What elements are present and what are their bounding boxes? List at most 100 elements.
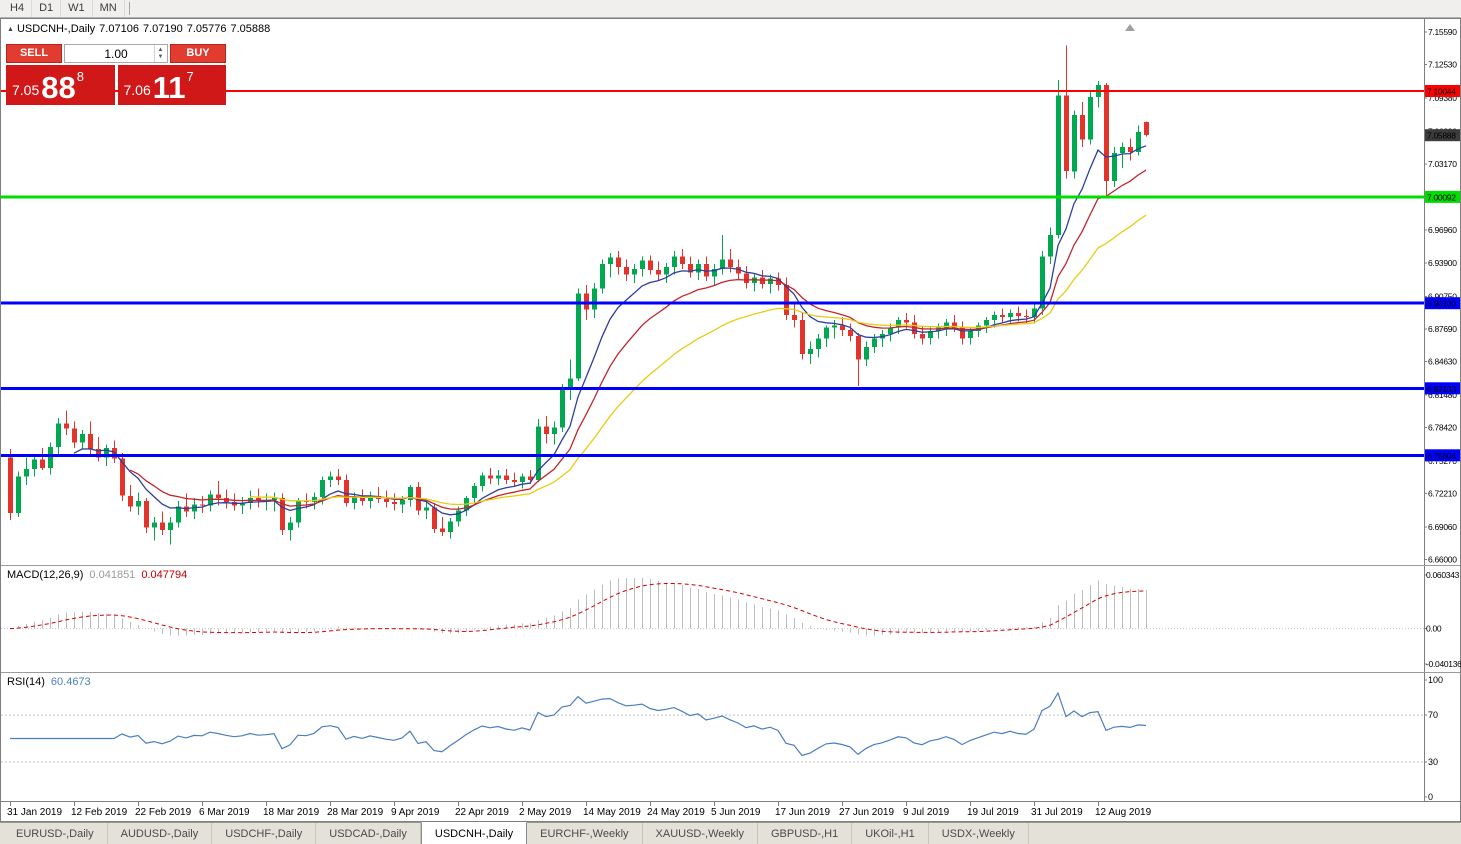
tab-ukoil-h1[interactable]: UKOil-,H1 — [852, 823, 929, 844]
macd-indicator-label: MACD(12,26,9) 0.041851 0.047794 — [7, 569, 187, 581]
tab-gbpusd-h1[interactable]: GBPUSD-,H1 — [758, 823, 853, 844]
svg-text:30: 30 — [1428, 757, 1438, 767]
ohlc-open: 7.07106 — [99, 23, 139, 35]
date-axis[interactable]: 31 Jan 2019 12 Feb 2019 22 Feb 2019 6 Mar 2… — [7, 802, 1152, 818]
svg-text:31 Jan 2019: 31 Jan 2019 — [7, 807, 62, 818]
sell-price-main: 7.05 — [12, 82, 40, 98]
timeframe-button-mn[interactable]: MN — [93, 0, 125, 17]
chart-title: ▲ USDCNH-,Daily 7.07106 7.07190 7.05776 7.058… — [7, 23, 274, 35]
buy-button[interactable]: BUY — [170, 44, 226, 63]
svg-text:0.00: 0.00 — [1426, 624, 1442, 634]
svg-text:6.96960: 6.96960 — [1428, 225, 1457, 235]
ohlc-low: 7.05776 — [186, 23, 227, 35]
toolbar-separator — [128, 2, 130, 15]
svg-text:14 May 2019: 14 May 2019 — [583, 807, 641, 818]
svg-text:7.15590: 7.15590 — [1428, 27, 1457, 37]
svg-text:6.72210: 6.72210 — [1428, 489, 1457, 499]
svg-text:0: 0 — [1428, 792, 1433, 802]
svg-text:6.78420: 6.78420 — [1428, 423, 1457, 433]
level-lines[interactable] — [1, 90, 1424, 457]
svg-text:70: 70 — [1428, 710, 1438, 720]
chart-window-frame — [0, 18, 1461, 822]
svg-text:9 Apr 2019: 9 Apr 2019 — [391, 807, 440, 818]
sell-button[interactable]: SELL — [6, 44, 62, 63]
macd-signal-value: 0.047794 — [141, 569, 188, 581]
svg-text:-0.040136: -0.040136 — [1426, 659, 1461, 669]
svg-text:27 Jun 2019: 27 Jun 2019 — [839, 807, 894, 818]
rsi-value: 60.4673 — [50, 676, 91, 688]
symbol-marker-icon: ▲ — [7, 26, 14, 33]
volume-input[interactable]: 1.00 ▲ ▼ — [64, 44, 168, 63]
svg-text:6 Mar 2019: 6 Mar 2019 — [199, 807, 250, 818]
svg-text:6.66000: 6.66000 — [1428, 555, 1457, 565]
one-click-trading-widget: SELL 1.00 ▲ ▼ BUY 7.05 88 8 7.06 11 7 — [6, 44, 226, 105]
volume-decrease-button[interactable]: ▼ — [157, 53, 164, 60]
svg-text:6.75804: 6.75804 — [1427, 451, 1456, 461]
svg-text:2 May 2019: 2 May 2019 — [519, 807, 572, 818]
buy-price-pips: 11 — [152, 70, 186, 105]
volume-spinner: ▲ ▼ — [154, 45, 166, 62]
sell-price-pips: 88 — [41, 70, 76, 105]
tab-eurchf-weekly[interactable]: EURCHF-,Weekly — [527, 823, 643, 844]
timeframe-button-w1[interactable]: W1 — [61, 0, 93, 17]
svg-text:7.03170: 7.03170 — [1428, 159, 1457, 169]
tab-xauusd-weekly[interactable]: XAUUSD-,Weekly — [643, 823, 758, 844]
svg-text:100: 100 — [1428, 675, 1443, 685]
svg-text:6.87690: 6.87690 — [1428, 324, 1457, 334]
timeframe-button-d1[interactable]: D1 — [32, 0, 62, 17]
svg-text:7.09380: 7.09380 — [1428, 93, 1457, 103]
rsi-pane[interactable]: 100 70 30 0 — [1, 675, 1443, 802]
tab-usdchf-daily[interactable]: USDCHF-,Daily — [212, 823, 317, 844]
svg-text:6.69060: 6.69060 — [1428, 522, 1457, 532]
rsi-name: RSI(14) — [7, 676, 45, 688]
price-axis[interactable]: 7.155907.125307.093807.062307.031707.000… — [1424, 27, 1461, 565]
moving-averages — [73, 145, 1147, 516]
svg-text:22 Apr 2019: 22 Apr 2019 — [455, 807, 509, 818]
timeframe-toolbar: H4 D1 W1 MN — [0, 0, 1461, 18]
svg-text:17 Jun 2019: 17 Jun 2019 — [775, 807, 830, 818]
volume-increase-button[interactable]: ▲ — [157, 46, 164, 53]
svg-text:22 Feb 2019: 22 Feb 2019 — [135, 807, 192, 818]
chart-tab-bar: EURUSD-,Daily AUDUSD-,Daily USDCHF-,Daily U… — [0, 822, 1461, 844]
tab-eurusd-daily[interactable]: EURUSD-,Daily — [3, 823, 108, 844]
sell-price-point: 8 — [76, 69, 84, 84]
sell-price-panel[interactable]: 7.05 88 8 — [6, 65, 115, 105]
svg-text:9 Jul 2019: 9 Jul 2019 — [903, 807, 950, 818]
chart-symbol-title: USDCNH-,Daily — [16, 23, 96, 35]
svg-text:12 Feb 2019: 12 Feb 2019 — [71, 807, 128, 818]
svg-text:5 Jun 2019: 5 Jun 2019 — [711, 807, 761, 818]
rsi-indicator-label: RSI(14) 60.4673 — [7, 676, 91, 688]
svg-text:6.82103: 6.82103 — [1427, 384, 1456, 394]
svg-text:7.00092: 7.00092 — [1427, 192, 1456, 202]
tab-audusd-daily[interactable]: AUDUSD-,Daily — [108, 823, 213, 844]
macd-name: MACD(12,26,9) — [7, 569, 84, 581]
tab-usdcad-daily[interactable]: USDCAD-,Daily — [316, 823, 421, 844]
svg-text:31 Jul 2019: 31 Jul 2019 — [1031, 807, 1083, 818]
svg-text:6.90100: 6.90100 — [1427, 299, 1456, 309]
svg-text:6.93900: 6.93900 — [1428, 258, 1457, 268]
svg-text:6.90750: 6.90750 — [1428, 291, 1457, 301]
ohlc-high: 7.07190 — [142, 23, 183, 35]
svg-text:6.81480: 6.81480 — [1428, 390, 1457, 400]
macd-main-value: 0.041851 — [89, 569, 136, 581]
svg-text:6.84630: 6.84630 — [1428, 356, 1457, 366]
svg-text:24 May 2019: 24 May 2019 — [647, 807, 705, 818]
tab-usdcnh-daily[interactable]: USDCNH-,Daily — [420, 822, 528, 844]
svg-text:0.060343: 0.060343 — [1426, 570, 1460, 580]
svg-text:7.10044: 7.10044 — [1427, 87, 1456, 97]
timeframe-button-h4[interactable]: H4 — [3, 0, 33, 17]
svg-text:7.05888: 7.05888 — [1427, 131, 1456, 141]
tab-usdx-weekly[interactable]: USDX-,Weekly — [929, 823, 1029, 844]
buy-price-panel[interactable]: 7.06 11 7 — [117, 65, 226, 105]
volume-value: 1.00 — [104, 46, 128, 61]
svg-text:28 Mar 2019: 28 Mar 2019 — [327, 807, 384, 818]
ohlc-close: 7.05888 — [230, 23, 271, 35]
chart-shift-marker-icon[interactable] — [1125, 24, 1135, 31]
buy-price-point: 7 — [186, 69, 194, 84]
svg-text:12 Aug 2019: 12 Aug 2019 — [1095, 807, 1152, 818]
svg-text:18 Mar 2019: 18 Mar 2019 — [263, 807, 320, 818]
macd-pane[interactable]: 0.060343 0.00 -0.040136 — [1, 570, 1461, 669]
buy-price-main: 7.06 — [123, 82, 151, 98]
svg-text:19 Jul 2019: 19 Jul 2019 — [967, 807, 1019, 818]
